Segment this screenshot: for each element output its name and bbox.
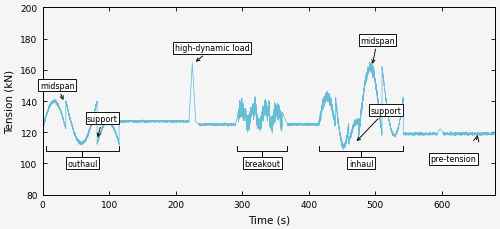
X-axis label: Time (s): Time (s) — [248, 214, 290, 224]
Text: midspan: midspan — [360, 36, 394, 64]
Text: high-dynamic load: high-dynamic load — [175, 44, 250, 62]
Text: inhaul: inhaul — [349, 159, 374, 168]
Text: midspan: midspan — [40, 82, 74, 100]
Text: support: support — [87, 114, 118, 137]
Text: outhaul: outhaul — [68, 159, 98, 168]
Y-axis label: Tension (kN): Tension (kN) — [5, 70, 15, 134]
Text: support: support — [358, 106, 402, 141]
Text: pre-tension: pre-tension — [430, 154, 476, 164]
Text: breakout: breakout — [244, 159, 280, 168]
